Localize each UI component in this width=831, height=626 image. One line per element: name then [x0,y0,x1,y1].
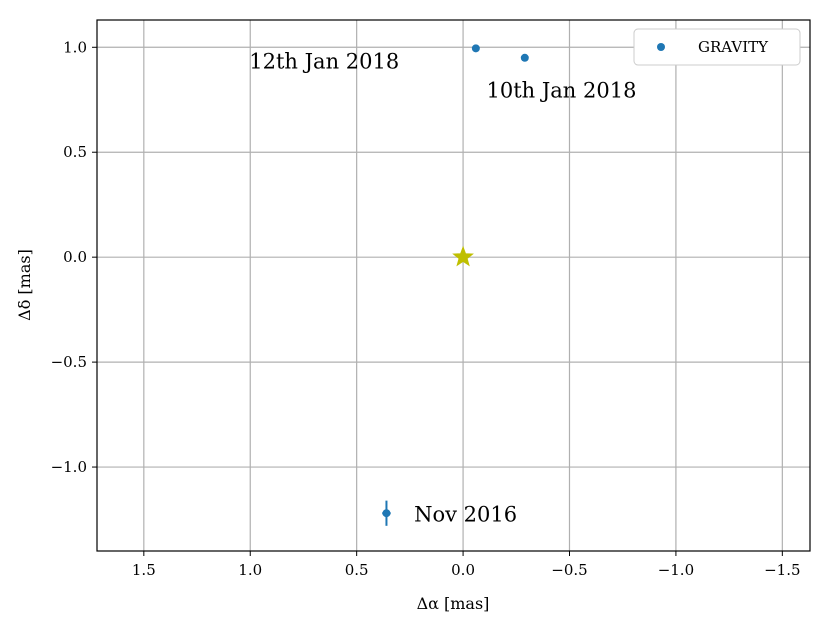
legend-box [633,28,801,66]
plot-frame [96,19,811,552]
annotation-label: Nov 2016 [414,503,517,527]
legend-marker [657,43,665,51]
annotation-label: 12th Jan 2018 [249,49,399,73]
annotation-label: 10th Jan 2018 [486,79,636,103]
y-tick-label: −1.0 [51,458,87,476]
x-tick-label: −1.5 [764,561,800,579]
y-tick-label: 0.0 [63,248,87,266]
x-tick-label: 1.0 [238,561,262,579]
legend: GRAVITY [633,28,801,66]
x-axis-label: Δα [mas] [417,594,490,613]
y-tick-label: −0.5 [51,353,87,371]
x-tick-label: −1.0 [658,561,694,579]
data-point [520,53,529,62]
y-tick-label: 0.5 [63,143,87,161]
annotations: 12th Jan 2018 10th Jan 2018 Nov 2016 [249,49,636,526]
grid [97,20,810,551]
x-tick-label: 1.5 [132,561,156,579]
y-tick-label: 1.0 [63,38,87,56]
data-points [382,44,529,526]
reference-star-marker [452,245,474,267]
x-tick-label: −0.5 [551,561,587,579]
data-point [382,509,391,518]
y-axis-label: Δδ [mas] [15,249,34,321]
data-point [471,44,480,53]
x-tick-label: 0.5 [345,561,369,579]
x-tick-label: 0.0 [451,561,475,579]
y-axis-ticks: 1.0 0.5 0.0 −0.5 −1.0 [51,38,97,476]
legend-label-gravity: GRAVITY [698,38,769,56]
x-axis-ticks: 1.5 1.0 0.5 0.0 −0.5 −1.0 −1.5 [132,551,801,579]
